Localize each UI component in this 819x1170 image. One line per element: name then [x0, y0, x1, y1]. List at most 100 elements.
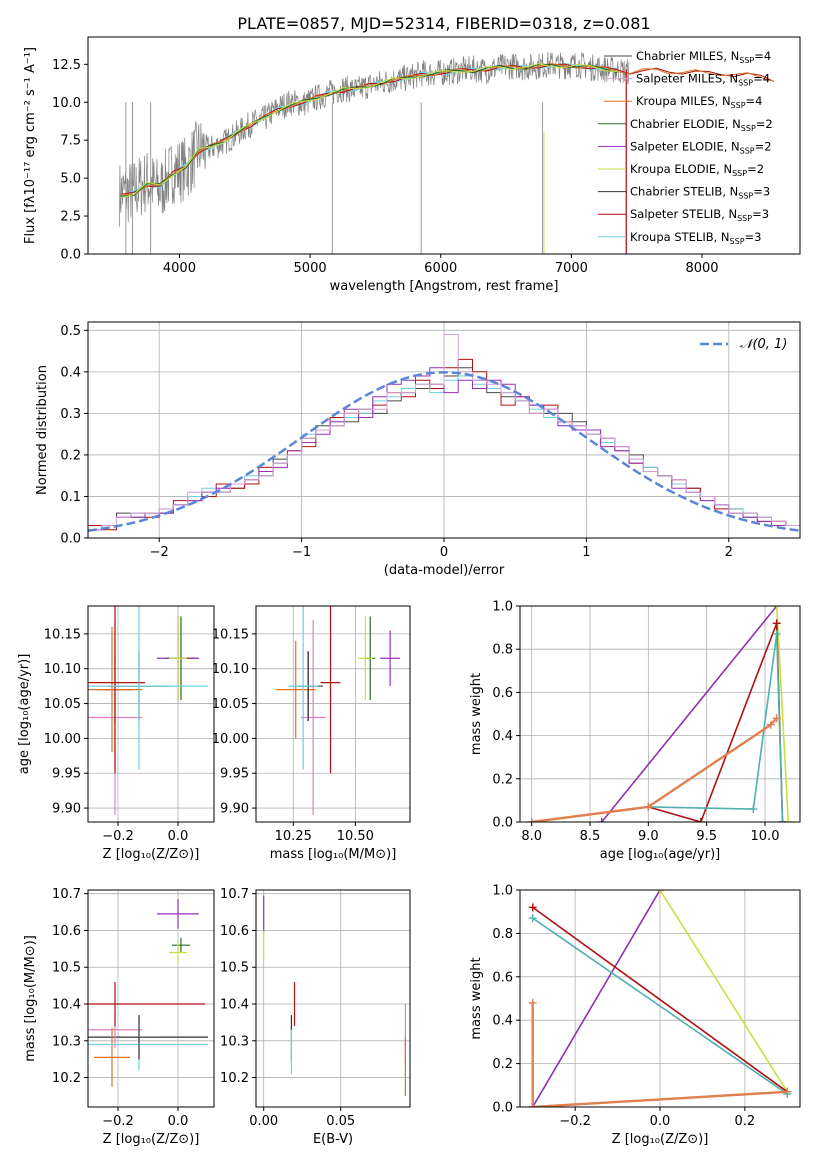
y-axis-label: age [log₁₀(age/yr)]: [17, 654, 32, 775]
y-tick-label: 0.0: [60, 248, 81, 263]
y-tick-label: 10.4: [220, 998, 249, 1013]
plus-marker: [749, 805, 758, 814]
y-tick-label: 10.7: [220, 887, 249, 902]
y-tick-label: 0.4: [60, 365, 81, 380]
axes-frame: [87, 36, 801, 255]
plot-area: [119, 51, 775, 254]
y-tick-label: 10.3: [220, 1034, 249, 1049]
plus-marker: [528, 1103, 537, 1107]
legend-label: Kroupa ELODIE, NSSP=2: [630, 162, 764, 178]
y-axis-label: mass [log₁₀(M/M⊙)]: [23, 935, 38, 1062]
x-tick-label: 1: [582, 545, 590, 560]
y-tick-label: 10.00: [44, 732, 81, 747]
y-tick-label: 0.0: [60, 532, 81, 547]
y-tick-label: 10.05: [212, 697, 249, 712]
observed-spectrum: [119, 51, 630, 227]
legend-label: Chabrier MILES, NSSP=4: [636, 49, 771, 65]
axes-frame: [87, 889, 215, 1108]
x-axis-label: Z [log₁₀(Z/Z⊙)]: [103, 1132, 200, 1147]
weight-line-kroupa-elodie: [659, 890, 788, 1093]
x-tick-label: 8000: [685, 261, 718, 276]
legend: 𝒩(0, 1): [700, 337, 787, 352]
y-tick-label: 10.10: [44, 662, 81, 677]
y-tick-label: 12.5: [52, 58, 81, 73]
figure-title: PLATE=0857, MJD=52314, FIBERID=0318, z=0…: [237, 14, 650, 33]
panel-residuals: −2 −1 0 1 2 0.0 0.1 0.2 0.3 0.4 0.5 (data-model)/er…: [35, 321, 801, 578]
y-tick-label: 0.8: [492, 643, 513, 658]
weight-line-salpeter-elodie: [601, 606, 778, 822]
y-tick-label: 9.95: [52, 767, 81, 782]
y-tick-label: 0.6: [492, 686, 513, 701]
y-tick-label: 0.3: [60, 407, 81, 422]
y-tick-label: 10.10: [212, 662, 249, 677]
y-tick-label: 0.2: [492, 1057, 513, 1072]
plot-area: [88, 606, 208, 816]
plus-marker: [696, 818, 705, 822]
plus-marker: [528, 914, 537, 923]
y-tick-label: 7.5: [60, 134, 81, 149]
x-tick-label: 4000: [163, 261, 196, 276]
y-tick-label: 0.0: [492, 1101, 513, 1116]
y-tick-label: 0.4: [492, 1014, 513, 1029]
y-tick-label: 1.0: [492, 600, 513, 615]
axes-frame: [255, 605, 411, 823]
plus-marker: [783, 1087, 792, 1096]
legend-label: 𝒩(0, 1): [740, 337, 787, 352]
x-tick-label: 2: [725, 545, 733, 560]
legend-label: Chabrier ELODIE, NSSP=2: [630, 117, 773, 133]
y-tick-label: 0.0: [492, 816, 513, 831]
x-tick-label: 10.25: [275, 829, 312, 844]
x-tick-label: 0.2: [735, 1114, 756, 1129]
axes-frame: [255, 889, 411, 1108]
plus-marker: [528, 903, 537, 912]
plus-marker: [597, 818, 606, 822]
y-tick-label: 10.2: [52, 1071, 81, 1086]
x-axis-label: wavelength [Angstrom, rest frame]: [330, 279, 559, 294]
plot-area: [88, 899, 208, 1087]
weight-line-kroupa-stelib: [532, 917, 788, 1095]
y-tick-label: 0.2: [60, 448, 81, 463]
x-tick-label: 10.50: [337, 829, 374, 844]
plot-area: [88, 334, 800, 538]
panel-age-vs-Z: −0.2 0.0 9.90 9.95 10.00 10.05 10.10 10.15 Z [lo…: [17, 605, 215, 862]
x-tick-label: 0.0: [650, 1114, 671, 1129]
y-tick-label: 9.90: [52, 802, 81, 817]
legend-label: Salpeter STELIB, NSSP=3: [630, 207, 769, 223]
plus-marker: [527, 818, 536, 822]
y-tick-label: 10.5: [220, 961, 249, 976]
plus-marker: [772, 619, 781, 628]
y-tick-label: 10.7: [52, 887, 81, 902]
x-axis-label: (data-model)/error: [384, 563, 505, 578]
y-tick-label: 1.0: [492, 884, 513, 899]
y-tick-label: 10.15: [44, 627, 81, 642]
x-axis-label: mass [log₁₀(M/M⊙)]: [270, 847, 397, 862]
x-tick-label: 0.0: [168, 1114, 189, 1129]
x-tick-label: 8.5: [580, 829, 601, 844]
plot-area: [528, 890, 792, 1107]
legend-label: Kroupa MILES, NSSP=4: [636, 94, 762, 110]
panel-mass-weight-vs-Z: −0.2 0.0 0.2 0.0 0.2 0.4 0.6 0.8 1.0 Z [log₁₀(Z/Z…: [469, 884, 801, 1147]
x-tick-label: 0.00: [249, 1114, 278, 1129]
panel-mass-vs-Z: −0.2 0.0 10.2 10.3 10.4 10.5 10.6 10.7 Z [log₁₀(…: [23, 887, 215, 1147]
y-tick-label: 10.2: [220, 1071, 249, 1086]
x-tick-label: −0.2: [559, 1114, 591, 1129]
panel-spectrum: 4000 5000 6000 7000 8000 0.0 2.5 5.0 7.5 10.0 12.5…: [23, 36, 801, 294]
gaussian-curve: [88, 371, 800, 532]
y-tick-label: 0.2: [492, 772, 513, 787]
plot-area: [527, 606, 793, 822]
x-tick-label: 0.0: [168, 829, 189, 844]
y-axis-label: Flux [fλ10⁻¹⁷ erg cm⁻² s⁻¹ A⁻¹]: [23, 47, 38, 244]
y-axis-label: Normed distribution: [35, 365, 50, 495]
axes-frame: [87, 605, 215, 823]
legend: Chabrier MILES, NSSP=4 Salpeter MILES, NS…: [598, 49, 773, 246]
x-tick-label: 5000: [294, 261, 327, 276]
y-tick-label: 5.0: [60, 172, 81, 187]
model-spectrum-salpeter_stelib: [120, 63, 775, 195]
x-axis-label: Z [log₁₀(Z/Z⊙)]: [612, 1132, 709, 1147]
x-axis-label: Z [log₁₀(Z/Z⊙)]: [103, 847, 200, 862]
plus-marker: [528, 998, 537, 1007]
histogram-salpeter-miles: [88, 334, 800, 538]
x-tick-label: 9.0: [638, 829, 659, 844]
y-tick-label: 0.5: [60, 324, 81, 339]
y-tick-label: 10.5: [52, 961, 81, 976]
